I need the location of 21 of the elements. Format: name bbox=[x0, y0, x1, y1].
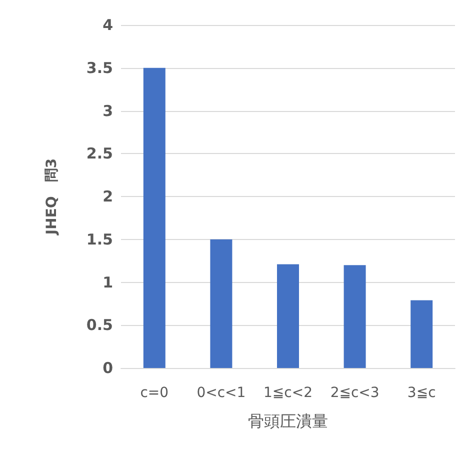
x-tick-label: 2≦c<3 bbox=[330, 385, 380, 401]
y-tick-label: 1.5 bbox=[86, 230, 113, 248]
y-axis-title: JHEQ 問3 bbox=[44, 158, 60, 236]
bar bbox=[143, 68, 166, 368]
y-tick-label: 3.5 bbox=[86, 58, 113, 77]
x-tick-label: 1≦c<2 bbox=[264, 385, 312, 401]
y-tick-label: 1 bbox=[102, 273, 113, 292]
bar bbox=[344, 265, 366, 368]
y-tick-label: 0 bbox=[102, 359, 113, 377]
y-tick-label: 3 bbox=[102, 102, 113, 120]
bar bbox=[277, 264, 299, 368]
x-tick-label: 3≦c bbox=[407, 385, 436, 401]
y-tick-label: 2.5 bbox=[86, 144, 113, 163]
y-tick-label: 4 bbox=[102, 16, 113, 34]
bar bbox=[210, 239, 232, 368]
y-tick-label: 2 bbox=[102, 188, 113, 206]
y-tick-label: 0.5 bbox=[86, 316, 113, 334]
x-tick-label: 0<c<1 bbox=[196, 385, 246, 401]
x-axis-title: 骨頭圧潰量 bbox=[248, 412, 328, 430]
x-tick-label: c=0 bbox=[140, 385, 169, 401]
bar bbox=[410, 300, 433, 368]
